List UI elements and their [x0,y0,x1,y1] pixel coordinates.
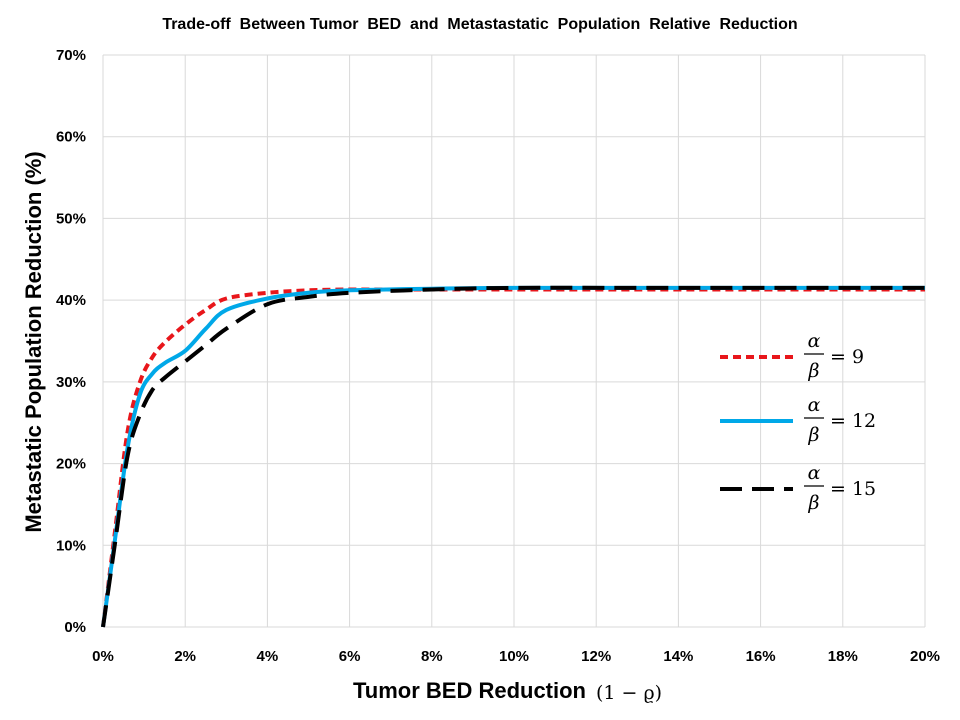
x-tick-label: 18% [828,648,858,665]
x-tick-labels: 0% 2% 4% 6% 8% 10% 12% 14% 16% 18% 20% [92,648,940,665]
legend-alpha: α [808,330,821,352]
y-tick-labels: 0% 10% 20% 30% 40% 50% 60% 70% [56,47,86,636]
x-tick-label: 8% [421,648,443,665]
series-line-ratio-15 [101,285,925,628]
y-tick-label: 50% [56,210,86,227]
y-tick-label: 0% [64,619,86,636]
legend-beta: β [808,424,820,446]
legend-alpha: α [808,462,821,484]
legend-alpha: α [808,394,821,416]
legend-ratio-value: = 9 [830,346,864,368]
y-tick-label: 70% [56,47,86,64]
y-tick-label: 40% [56,292,86,309]
x-tick-label: 2% [174,648,196,665]
legend-beta: β [808,492,820,514]
x-tick-label: 14% [663,648,693,665]
y-tick-label: 60% [56,129,86,146]
x-axis-title: Tumor BED Reduction [353,678,586,703]
x-tick-label: 20% [910,648,940,665]
x-tick-label: 12% [581,648,611,665]
x-tick-label: 4% [257,648,279,665]
x-tick-label: 16% [746,648,776,665]
grid [102,54,926,628]
legend-entry: αβ = 15 [720,462,876,514]
legend-beta: β [808,360,820,382]
y-axis-title: Metastatic Population Reduction (%) [21,151,46,532]
legend-ratio-value: = 15 [830,478,876,500]
x-tick-label: 6% [339,648,361,665]
legend-ratio-value: = 12 [830,410,876,432]
y-tick-label: 10% [56,537,86,554]
x-axis-title-math: (1 − ϱ) [596,682,662,704]
x-tick-label: 10% [499,648,529,665]
chart-title: Trade-off Between Tumor BED and Metastas… [162,16,797,33]
legend-entry: αβ = 12 [720,394,876,446]
y-tick-label: 20% [56,456,86,473]
y-tick-label: 30% [56,374,86,391]
x-tick-label: 0% [92,648,114,665]
legend-entry: αβ = 9 [720,330,864,382]
series-lines [101,285,925,628]
series-line-ratio-12 [101,285,925,628]
